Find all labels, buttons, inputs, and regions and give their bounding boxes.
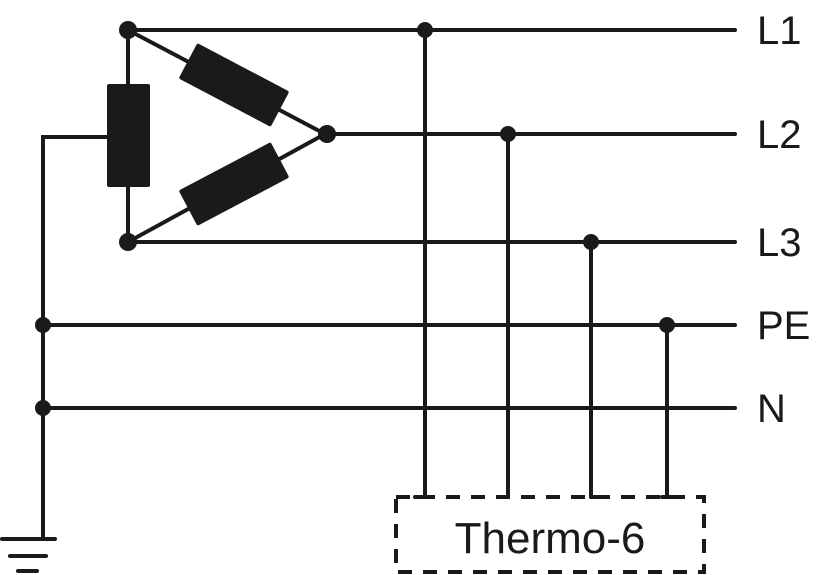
ground-lead-wire	[41, 135, 109, 541]
label-pe: PE	[757, 304, 810, 348]
resistor-icon	[107, 84, 150, 187]
label-l2: L2	[757, 113, 802, 157]
junction-dot	[35, 400, 51, 416]
device-label: Thermo-6	[455, 514, 646, 563]
junction-dot	[119, 21, 137, 39]
label-l1: L1	[757, 9, 802, 53]
junction-dot	[318, 125, 336, 143]
junction-dot	[417, 22, 433, 38]
junction-dot	[35, 317, 51, 333]
device-box	[394, 495, 706, 574]
label-n: N	[757, 387, 786, 431]
ground-icon	[0, 537, 57, 573]
junction-dot	[659, 317, 675, 333]
resistor-icon	[179, 43, 289, 127]
junction-dot	[500, 126, 516, 142]
resistor-icon	[179, 142, 289, 226]
junction-dot	[583, 234, 599, 250]
junction-dot	[119, 233, 137, 251]
label-l3: L3	[757, 221, 802, 265]
